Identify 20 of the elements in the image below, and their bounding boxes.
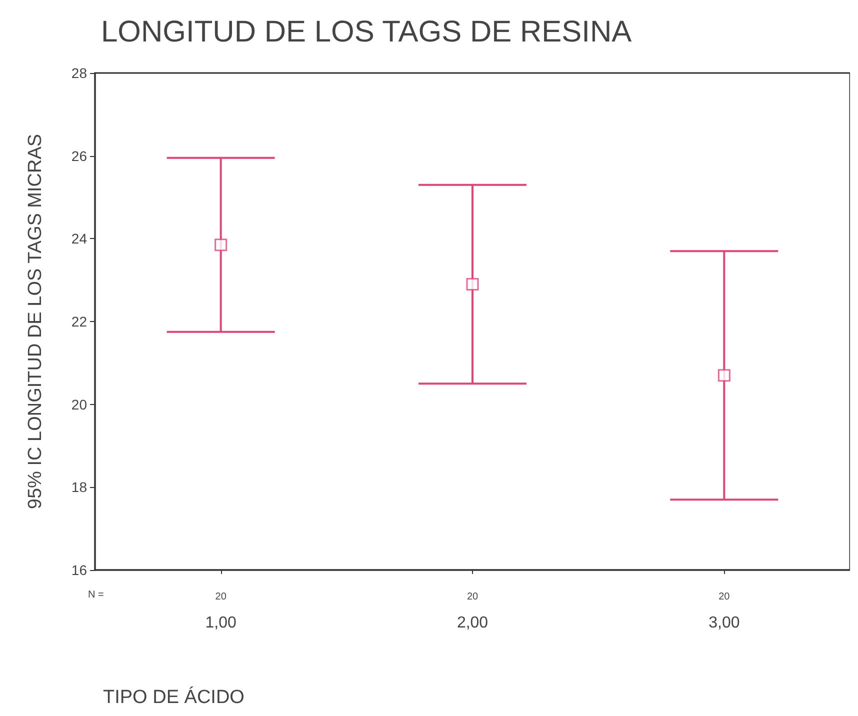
text: 20: [718, 592, 730, 602]
point: [214, 238, 228, 252]
y-tick-label: 22: [71, 314, 88, 330]
y-tick-label: 18: [71, 479, 88, 496]
text: N =: [88, 590, 104, 600]
y-axis-title: 95% IC LONGITUD DE LOS TAGS MICRAS: [25, 134, 46, 510]
point: [466, 278, 479, 290]
x-tick-label: 2,00: [456, 614, 488, 632]
y-tick-label: 28: [71, 65, 88, 81]
x-tick-label: 1,00: [205, 614, 237, 632]
y-tick-label: 20: [71, 396, 88, 412]
x-axis-title: TIPO DE ÁCIDO: [103, 686, 244, 708]
text: 20: [466, 592, 478, 602]
y-tick-label: 24: [71, 230, 88, 247]
chart-title: LONGITUD DE LOS TAGS DE RESINA: [101, 16, 632, 48]
y-tick-label: 26: [71, 148, 88, 164]
y-tick-label: 16: [71, 562, 88, 578]
x-tick-label: 3,00: [708, 614, 740, 632]
point: [718, 369, 730, 382]
text: 20: [215, 592, 227, 602]
